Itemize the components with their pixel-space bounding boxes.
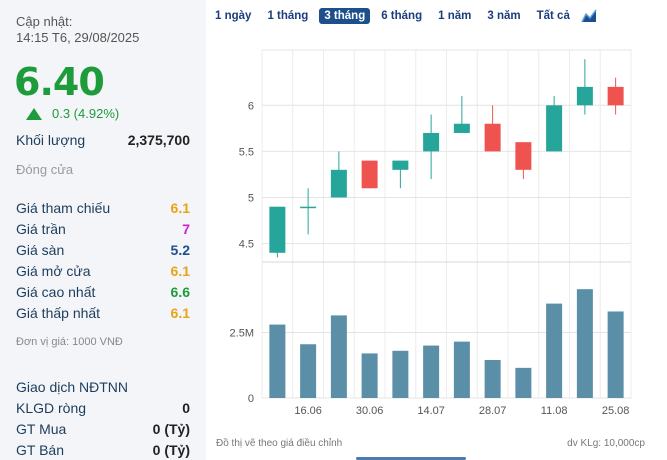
stat-value: 6.1 [170, 263, 190, 279]
x-tick-label: 28.07 [479, 405, 507, 417]
volume-bar [515, 367, 532, 398]
x-tick-label: 16.06 [294, 405, 322, 417]
price-tick-label: 4.5 [239, 239, 254, 251]
stat-label: Giá thấp nhất [16, 305, 101, 321]
price-change-value: 0.3 (4.92%) [52, 106, 120, 121]
price-chart: 6 5.5 5 4.5 2.5M 0 16.06 30.06 14.07 28.07 11.08 25… [230, 49, 632, 417]
volume-bar [330, 315, 347, 398]
volume-bar [269, 324, 286, 398]
volume-unit: dv KLg: 10,000cp [567, 438, 645, 449]
stat-label: Giá mở cửa [16, 263, 91, 279]
update-info: Cập nhật: 14:15 T6, 29/08/2025 [16, 14, 139, 46]
candle-body [576, 86, 593, 106]
volume-bar [576, 289, 593, 398]
stat-value: 6.6 [170, 284, 190, 300]
stat-label: Giá tham chiếu [16, 200, 111, 216]
candle-body [607, 86, 624, 106]
chart-footnote: Đồ thị vẽ theo giá điều chỉnh [216, 438, 343, 449]
foreign-row: GT Mua 0 (Tỷ) [16, 421, 190, 437]
x-tick-label: 14.07 [417, 405, 445, 417]
price-unit: Đơn vị giá: 1000 VNĐ [16, 336, 123, 348]
foreign-label: GT Bán [16, 442, 64, 458]
stat-value: 7 [182, 221, 190, 237]
tab-3-năm[interactable]: 3 năm [487, 10, 521, 22]
stat-value: 6.1 [170, 305, 190, 321]
foreign-value: 0 [182, 400, 190, 416]
foreign-title-row: Giao dịch NĐTNN [16, 379, 190, 395]
update-time: 14:15 T6, 29/08/2025 [16, 30, 140, 45]
stat-value: 6.1 [170, 200, 190, 216]
price-tick-label: 5 [248, 192, 254, 204]
current-price: 6.40 [14, 60, 105, 104]
chart-scroll-bar[interactable] [356, 457, 466, 460]
stat-label: Giá trần [16, 221, 66, 237]
quote-panel: Cập nhật: 14:15 T6, 29/08/2025 6.40 0.3 … [0, 0, 206, 460]
candle-body [300, 206, 317, 209]
candle-body [515, 142, 532, 170]
volume-tick-label: 0 [248, 393, 254, 405]
price-tick-label: 6 [248, 100, 254, 112]
candle-body [423, 132, 440, 152]
candle-body [330, 169, 347, 198]
stat-row: Giá tham chiếu 6.1 [16, 200, 190, 216]
candle-body [453, 123, 470, 133]
stat-row: Giá trần 7 [16, 221, 190, 237]
volume-tick-label: 2.5M [230, 327, 254, 339]
area-chart-icon[interactable] [581, 9, 597, 23]
candle-body [361, 160, 378, 189]
foreign-row: KLGD ròng 0 [16, 400, 190, 416]
candle-body [269, 206, 286, 253]
tab-3-tháng[interactable]: 3 tháng [319, 8, 371, 24]
stat-value: 5.2 [170, 242, 190, 258]
volume-bar [423, 345, 440, 398]
x-tick-label: 30.06 [356, 405, 384, 417]
volume-row: Khối lượng 2,375,700 [16, 132, 190, 148]
foreign-label: KLGD ròng [16, 400, 87, 416]
x-tick-label: 25.08 [602, 405, 630, 417]
close-status: Đóng cửa [16, 162, 74, 177]
volume-bar [546, 303, 563, 398]
period-tabs: 1 ngày 1 tháng 3 tháng 6 tháng 1 năm 3 năm Tất… [210, 8, 597, 24]
candle-body [484, 123, 501, 152]
volume-label: Khối lượng [16, 132, 86, 148]
stat-row: Giá mở cửa 6.1 [16, 263, 190, 279]
volume-bar [392, 350, 409, 398]
tab-1-ngày[interactable]: 1 ngày [215, 10, 252, 22]
tab-Tất-cả[interactable]: Tất cả [536, 10, 570, 22]
stat-row: Giá sàn 5.2 [16, 242, 190, 258]
tab-1-năm[interactable]: 1 năm [438, 10, 472, 22]
update-label: Cập nhật: [16, 14, 73, 29]
up-arrow-icon [26, 107, 42, 120]
stat-row: Giá cao nhất 6.6 [16, 284, 190, 300]
volume-bar [361, 353, 378, 398]
volume-value: 2,375,700 [127, 132, 190, 148]
stat-label: Giá cao nhất [16, 284, 96, 300]
stat-label: Giá sàn [16, 242, 65, 258]
foreign-title: Giao dịch NĐTNN [16, 379, 129, 395]
price-tick-label: 5.5 [239, 146, 254, 158]
close-status-row: Đóng cửa [16, 162, 190, 177]
volume-bar [484, 359, 501, 398]
chart-panel: 1 ngày 1 tháng 3 tháng 6 tháng 1 năm 3 năm Tất… [206, 0, 667, 460]
candle-body [546, 105, 563, 152]
volume-bar [300, 344, 317, 398]
tab-1-tháng[interactable]: 1 tháng [267, 10, 309, 22]
price-change: 0.3 (4.92%) [26, 106, 119, 121]
x-tick-label: 11.08 [541, 405, 568, 417]
foreign-label: GT Mua [16, 421, 67, 437]
candle-body [392, 160, 409, 170]
foreign-row: GT Bán 0 (Tỷ) [16, 442, 190, 458]
volume-bar [453, 341, 470, 398]
tab-6-tháng[interactable]: 6 tháng [381, 10, 423, 22]
volume-bar [607, 311, 624, 398]
foreign-value: 0 (Tỷ) [152, 442, 190, 458]
stat-row: Giá thấp nhất 6.1 [16, 305, 190, 321]
foreign-value: 0 (Tỷ) [152, 421, 190, 437]
